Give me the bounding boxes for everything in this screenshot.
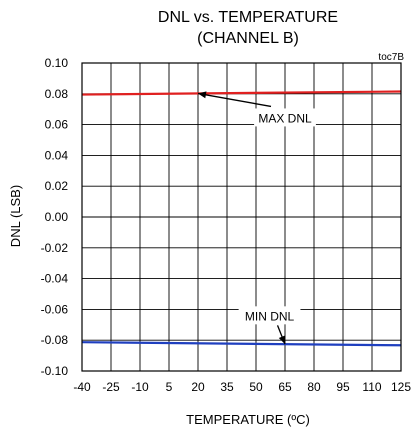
y-tick-label: -0.04 bbox=[41, 272, 69, 286]
series-lines bbox=[81, 90, 402, 347]
x-axis-label: TEMPERATURE (ºC) bbox=[186, 412, 310, 427]
max-dnl-line bbox=[81, 90, 402, 96]
x-tick-label: 80 bbox=[307, 380, 321, 394]
x-tick-label: -10 bbox=[131, 380, 149, 394]
y-tick-label: 0.00 bbox=[45, 210, 69, 224]
x-tick-label: -40 bbox=[73, 380, 91, 394]
x-tick-label: 65 bbox=[278, 380, 292, 394]
chart-subtitle: (CHANNEL B) bbox=[197, 30, 299, 47]
x-tick-label: 50 bbox=[249, 380, 263, 394]
min-dnl-line bbox=[81, 341, 402, 347]
y-tick-label: -0.10 bbox=[41, 364, 69, 378]
x-tick-label: -25 bbox=[102, 380, 120, 394]
x-tick-label: 20 bbox=[191, 380, 205, 394]
figure-id-label: toc7B bbox=[378, 52, 404, 63]
plot-frame bbox=[81, 62, 402, 372]
min-dnl-label: MIN DNL bbox=[245, 309, 295, 323]
x-tick-labels: -40 -25 -10 5 20 35 50 65 80 95 110 125 bbox=[73, 380, 411, 394]
annotation-arrow-line bbox=[197, 92, 272, 108]
y-tick-label: 0.08 bbox=[45, 87, 69, 101]
max-dnl-label: MAX DNL bbox=[258, 111, 312, 125]
chart-title: DNL vs. TEMPERATURE bbox=[158, 9, 338, 26]
x-tick-label: 125 bbox=[391, 380, 411, 394]
annotation-arrow-head bbox=[278, 335, 286, 345]
y-tick-label: 0.06 bbox=[45, 118, 69, 132]
grid-lines bbox=[82, 63, 401, 371]
annotation-arrow-head bbox=[198, 91, 207, 99]
y-tick-label: -0.08 bbox=[41, 333, 69, 347]
y-tick-label: -0.02 bbox=[41, 241, 69, 255]
annotation-background bbox=[254, 108, 316, 127]
x-tick-label: 35 bbox=[220, 380, 234, 394]
annotation-background bbox=[238, 306, 301, 325]
y-axis-label: DNL (LSB) bbox=[8, 185, 23, 247]
y-tick-label: 0.10 bbox=[45, 56, 69, 70]
y-tick-label: -0.06 bbox=[41, 302, 69, 316]
x-tick-label: 95 bbox=[336, 380, 350, 394]
y-tick-labels: 0.10 0.08 0.06 0.04 0.02 0.00 -0.02 -0.04 -0.06 -… bbox=[41, 56, 69, 378]
x-tick-label: 110 bbox=[362, 380, 381, 394]
y-tick-label: 0.02 bbox=[45, 179, 69, 193]
annotations: MAX DNL MIN DNL bbox=[197, 91, 316, 345]
y-tick-label: 0.04 bbox=[45, 148, 69, 162]
x-tick-label: 5 bbox=[166, 380, 173, 394]
